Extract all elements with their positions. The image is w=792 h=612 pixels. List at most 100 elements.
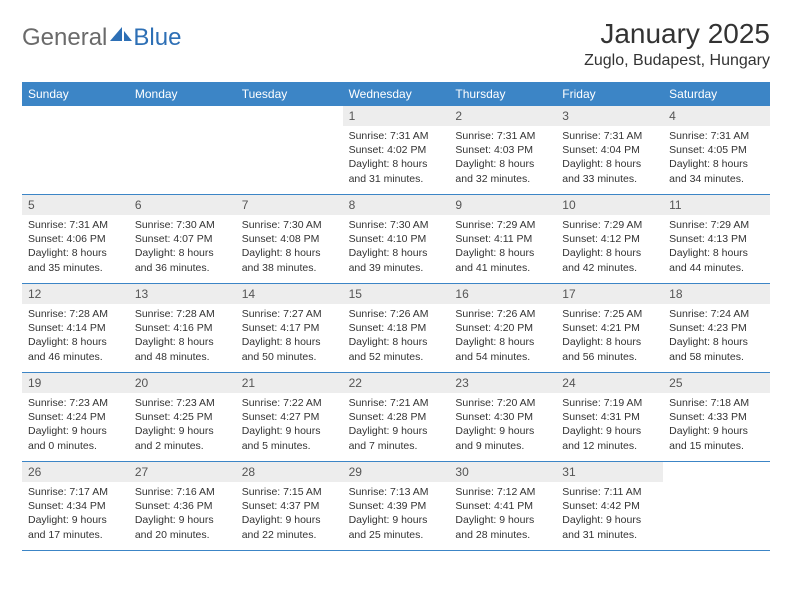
daylight-text: Daylight: 9 hours and 17 minutes. (28, 513, 123, 541)
sunrise-text: Sunrise: 7:30 AM (242, 218, 337, 232)
day-number: 12 (22, 284, 129, 304)
day-info: Sunrise: 7:25 AMSunset: 4:21 PMDaylight:… (556, 304, 663, 370)
daylight-text: Daylight: 8 hours and 32 minutes. (455, 157, 550, 185)
daylight-text: Daylight: 8 hours and 36 minutes. (135, 246, 230, 274)
day-cell: 2 Sunrise: 7:31 AMSunset: 4:03 PMDaylight… (449, 106, 556, 194)
day-cell (129, 106, 236, 194)
sunrise-text: Sunrise: 7:30 AM (349, 218, 444, 232)
day-number: 2 (449, 106, 556, 126)
day-cell: 6Sunrise: 7:30 AMSunset: 4:07 PMDaylight… (129, 195, 236, 283)
day-number (22, 106, 129, 112)
sunrise-text: Sunrise: 7:29 AM (669, 218, 764, 232)
week-row: 1Sunrise: 7:31 AMSunset: 4:02 PMDaylight… (22, 106, 770, 195)
weekday-header: Tuesday (236, 82, 343, 106)
daylight-text: Daylight: 9 hours and 7 minutes. (349, 424, 444, 452)
sunset-text: Sunset: 4:16 PM (135, 321, 230, 335)
day-number: 29 (343, 462, 450, 482)
sunrise-text: Sunrise: 7:26 AM (455, 307, 550, 321)
daylight-text: Daylight: 8 hours and 46 minutes. (28, 335, 123, 363)
day-info: Sunrise: 7:15 AMSunset: 4:37 PMDaylight:… (236, 482, 343, 548)
logo: General Blue (22, 24, 181, 52)
sunrise-text: Sunrise: 7:23 AM (135, 396, 230, 410)
day-number: 28 (236, 462, 343, 482)
day-cell: 9Sunrise: 7:29 AMSunset: 4:11 PMDaylight… (449, 195, 556, 283)
day-cell: 24Sunrise: 7:19 AMSunset: 4:31 PMDayligh… (556, 373, 663, 461)
sunrise-text: Sunrise: 7:16 AM (135, 485, 230, 499)
title-block: January 2025 Zuglo, Budapest, Hungary (584, 18, 770, 70)
day-number: 3 (556, 106, 663, 126)
day-info: Sunrise: 7:22 AMSunset: 4:27 PMDaylight:… (236, 393, 343, 459)
day-info: Sunrise: 7:26 AMSunset: 4:18 PMDaylight:… (343, 304, 450, 370)
day-cell: 16Sunrise: 7:26 AMSunset: 4:20 PMDayligh… (449, 284, 556, 372)
sunrise-text: Sunrise: 7:29 AM (562, 218, 657, 232)
sunrise-text: Sunrise: 7:20 AM (455, 396, 550, 410)
sunset-text: Sunset: 4:41 PM (455, 499, 550, 513)
day-info: Sunrise: 7:30 AMSunset: 4:10 PMDaylight:… (343, 215, 450, 281)
day-info: Sunrise: 7:12 AMSunset: 4:41 PMDaylight:… (449, 482, 556, 548)
day-info: Sunrise: 7:28 AMSunset: 4:14 PMDaylight:… (22, 304, 129, 370)
daylight-text: Daylight: 8 hours and 48 minutes. (135, 335, 230, 363)
daylight-text: Daylight: 9 hours and 25 minutes. (349, 513, 444, 541)
day-number: 9 (449, 195, 556, 215)
sunset-text: Sunset: 4:06 PM (28, 232, 123, 246)
sunset-text: Sunset: 4:03 PM (455, 143, 550, 157)
day-number: 13 (129, 284, 236, 304)
sunset-text: Sunset: 4:27 PM (242, 410, 337, 424)
day-info: Sunrise: 7:29 AMSunset: 4:11 PMDaylight:… (449, 215, 556, 281)
day-number: 23 (449, 373, 556, 393)
sunset-text: Sunset: 4:18 PM (349, 321, 444, 335)
day-number: 19 (22, 373, 129, 393)
daylight-text: Daylight: 8 hours and 42 minutes. (562, 246, 657, 274)
sunset-text: Sunset: 4:36 PM (135, 499, 230, 513)
daylight-text: Daylight: 9 hours and 31 minutes. (562, 513, 657, 541)
day-number: 15 (343, 284, 450, 304)
day-cell (663, 462, 770, 550)
day-cell: 27 Sunrise: 7:16 AMSunset: 4:36 PMDayligh… (129, 462, 236, 550)
sunset-text: Sunset: 4:02 PM (349, 143, 444, 157)
day-cell: 21Sunrise: 7:22 AMSunset: 4:27 PMDayligh… (236, 373, 343, 461)
day-number: 6 (129, 195, 236, 215)
daylight-text: Daylight: 8 hours and 44 minutes. (669, 246, 764, 274)
day-number: 1 (343, 106, 450, 126)
day-number: 20 (129, 373, 236, 393)
daylight-text: Daylight: 8 hours and 39 minutes. (349, 246, 444, 274)
sunset-text: Sunset: 4:17 PM (242, 321, 337, 335)
day-number (236, 106, 343, 112)
day-info: Sunrise: 7:13 AMSunset: 4:39 PMDaylight:… (343, 482, 450, 548)
day-cell: 29Sunrise: 7:13 AMSunset: 4:39 PMDayligh… (343, 462, 450, 550)
day-number: 27 (129, 462, 236, 482)
day-info: Sunrise: 7:21 AMSunset: 4:28 PMDaylight:… (343, 393, 450, 459)
sunrise-text: Sunrise: 7:31 AM (28, 218, 123, 232)
sunset-text: Sunset: 4:04 PM (562, 143, 657, 157)
sunset-text: Sunset: 4:37 PM (242, 499, 337, 513)
day-info: Sunrise: 7:31 AMSunset: 4:02 PMDaylight:… (343, 126, 450, 192)
day-info: Sunrise: 7:31 AMSunset: 4:06 PMDaylight:… (22, 215, 129, 281)
day-info: Sunrise: 7:31 AMSunset: 4:04 PMDaylight:… (556, 126, 663, 192)
sunrise-text: Sunrise: 7:31 AM (455, 129, 550, 143)
sunset-text: Sunset: 4:33 PM (669, 410, 764, 424)
sunset-text: Sunset: 4:34 PM (28, 499, 123, 513)
daylight-text: Daylight: 9 hours and 20 minutes. (135, 513, 230, 541)
day-cell: 4Sunrise: 7:31 AMSunset: 4:05 PMDaylight… (663, 106, 770, 194)
day-cell: 1Sunrise: 7:31 AMSunset: 4:02 PMDaylight… (343, 106, 450, 194)
location: Zuglo, Budapest, Hungary (584, 52, 770, 70)
sunrise-text: Sunrise: 7:31 AM (669, 129, 764, 143)
day-cell: 22Sunrise: 7:21 AMSunset: 4:28 PMDayligh… (343, 373, 450, 461)
day-info: Sunrise: 7:30 AMSunset: 4:07 PMDaylight:… (129, 215, 236, 281)
week-row: 5Sunrise: 7:31 AMSunset: 4:06 PMDaylight… (22, 195, 770, 284)
week-row: 19Sunrise: 7:23 AMSunset: 4:24 PMDayligh… (22, 373, 770, 462)
sunrise-text: Sunrise: 7:24 AM (669, 307, 764, 321)
day-info: Sunrise: 7:23 AMSunset: 4:25 PMDaylight:… (129, 393, 236, 459)
day-number: 30 (449, 462, 556, 482)
day-info: Sunrise: 7:28 AMSunset: 4:16 PMDaylight:… (129, 304, 236, 370)
day-number (663, 462, 770, 468)
sunrise-text: Sunrise: 7:27 AM (242, 307, 337, 321)
day-number (129, 106, 236, 112)
day-cell: 28Sunrise: 7:15 AMSunset: 4:37 PMDayligh… (236, 462, 343, 550)
sunrise-text: Sunrise: 7:31 AM (349, 129, 444, 143)
weekday-header-row: Sunday Monday Tuesday Wednesday Thursday… (22, 82, 770, 106)
day-info: Sunrise: 7:29 AMSunset: 4:13 PMDaylight:… (663, 215, 770, 281)
daylight-text: Daylight: 8 hours and 56 minutes. (562, 335, 657, 363)
weekday-header: Sunday (22, 82, 129, 106)
day-number: 18 (663, 284, 770, 304)
